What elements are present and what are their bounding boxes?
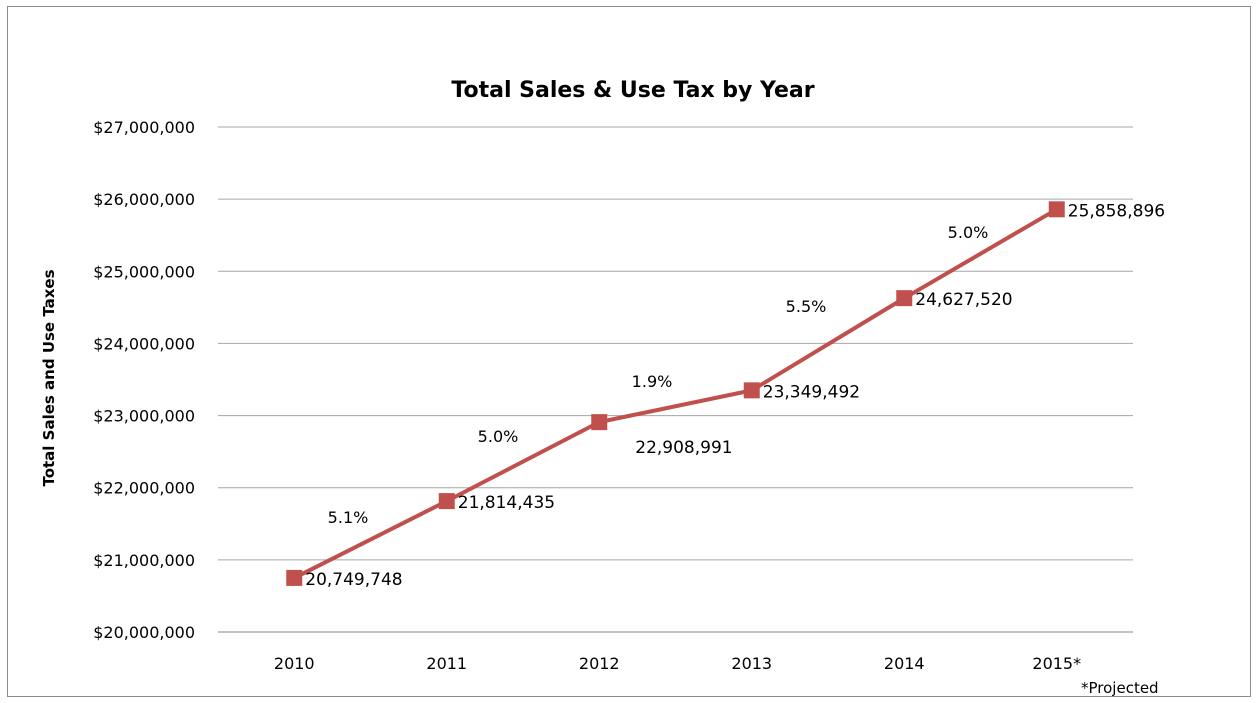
x-tick-label: 2014 xyxy=(884,654,925,673)
growth-label: 5.5% xyxy=(786,297,827,316)
data-label: 23,349,492 xyxy=(763,382,860,402)
y-tick-label: $23,000,000 xyxy=(93,407,195,426)
y-axis-tick-labels: $20,000,000 $21,000,000 $22,000,000 $23,000… xyxy=(93,118,195,642)
x-axis-tick-labels: 2010 2011 2012 2013 2014 2015* xyxy=(274,654,1081,673)
growth-label: 5.0% xyxy=(478,427,519,446)
data-label: 21,814,435 xyxy=(458,493,555,513)
x-tick-label: 2015* xyxy=(1032,654,1081,673)
y-tick-label: $22,000,000 xyxy=(93,479,195,498)
chart-title: Total Sales & Use Tax by Year xyxy=(451,78,814,103)
data-marker xyxy=(896,290,913,307)
data-marker xyxy=(1048,201,1065,218)
growth-labels: 5.1% 5.0% 1.9% 5.5% 5.0% xyxy=(328,223,989,527)
y-tick-label: $25,000,000 xyxy=(93,262,195,281)
data-marker xyxy=(743,382,760,399)
series-markers xyxy=(286,201,1065,586)
data-label: 22,908,991 xyxy=(635,438,732,458)
x-tick-label: 2010 xyxy=(274,654,315,673)
growth-label: 1.9% xyxy=(632,372,673,391)
chart-frame xyxy=(7,6,1251,697)
y-tick-label: $20,000,000 xyxy=(93,623,195,642)
projected-footnote: *Projected xyxy=(1081,679,1159,697)
y-tick-label: $24,000,000 xyxy=(93,334,195,353)
series-line xyxy=(293,207,1058,580)
data-labels: 20,749,748 21,814,435 22,908,991 23,349,492… xyxy=(305,201,1165,590)
data-label: 25,858,896 xyxy=(1068,201,1165,221)
data-marker xyxy=(286,569,303,586)
growth-label: 5.0% xyxy=(948,223,989,242)
series-line-group xyxy=(293,207,1058,580)
data-marker xyxy=(438,493,455,510)
y-tick-label: $26,000,000 xyxy=(93,190,195,209)
data-label: 24,627,520 xyxy=(915,290,1012,310)
growth-label: 5.1% xyxy=(328,508,369,527)
gridlines xyxy=(218,126,1133,633)
y-axis-title: Total Sales and Use Taxes xyxy=(40,269,58,486)
x-tick-label: 2013 xyxy=(731,654,772,673)
y-tick-label: $21,000,000 xyxy=(93,551,195,570)
data-marker xyxy=(591,414,608,431)
x-tick-label: 2011 xyxy=(426,654,467,673)
data-label: 20,749,748 xyxy=(305,570,402,590)
x-tick-label: 2012 xyxy=(579,654,620,673)
y-tick-label: $27,000,000 xyxy=(93,118,195,137)
